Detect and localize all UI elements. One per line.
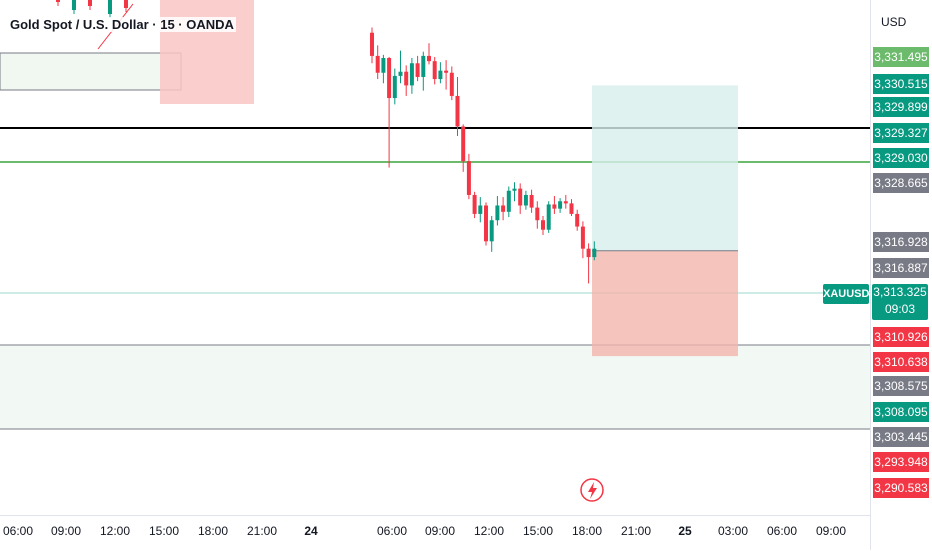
price-axis[interactable]: USD 3,331.495 3,330.515 3,329.899 3,329.327… [870, 0, 932, 550]
price-label: 3,316.928 [873, 232, 929, 252]
price-label: 3,330.515 [873, 74, 929, 94]
candle-body [563, 201, 568, 204]
candle-body [569, 203, 574, 214]
candle-body [438, 70, 443, 80]
time-label: 25 [678, 524, 692, 538]
candle-body [88, 0, 92, 6]
candle-body [586, 248, 591, 258]
candle-body [108, 0, 112, 14]
currency-label[interactable]: USD [881, 15, 907, 29]
candle-body [592, 248, 597, 258]
candle-body [415, 63, 420, 77]
price-label: 3,293.948 [873, 452, 929, 472]
candle-body [575, 213, 580, 227]
position-loss-area [592, 250, 738, 357]
candle-body [455, 95, 460, 127]
price-label: 3,310.926 [873, 327, 929, 347]
price-label: 3,308.095 [873, 402, 929, 422]
time-label: 09:00 [815, 524, 847, 538]
candle-body [370, 32, 374, 56]
candle-body [506, 190, 511, 212]
candle-body [541, 220, 545, 230]
time-label: 18:00 [197, 524, 229, 538]
candle-body [518, 188, 523, 206]
price-label: 3,310.638 [873, 352, 929, 372]
price-label: 3,308.575 [873, 376, 929, 396]
candle-body [529, 194, 534, 208]
candle-body [449, 72, 454, 96]
candle-body [489, 220, 494, 242]
price-label: 3,328.665 [873, 173, 929, 193]
time-label: 06:00 [376, 524, 408, 538]
time-label: 06:00 [2, 524, 34, 538]
candle-body [484, 205, 488, 242]
current-price-badge: 3,313.325 09:03 [872, 284, 928, 320]
candle-body [552, 204, 557, 209]
time-label: 06:00 [766, 524, 798, 538]
candle-body [512, 188, 517, 191]
candle-body [461, 126, 466, 162]
candle-body [56, 0, 60, 2]
top-left-zone [0, 52, 182, 91]
candle-body [124, 0, 128, 8]
candle-body [501, 205, 506, 212]
candle-body [523, 194, 528, 206]
candle-body [421, 55, 426, 77]
lightning-icon[interactable] [580, 478, 604, 502]
position-profit-area [592, 85, 738, 251]
price-label: 3,329.030 [873, 148, 929, 168]
candle-body [558, 201, 563, 209]
price-label: 3,316.887 [873, 258, 929, 278]
candle-body [546, 204, 551, 230]
candle-body [409, 63, 414, 86]
supply-zone [160, 0, 254, 104]
time-label: 09:00 [50, 524, 82, 538]
symbol-title: Gold Spot / U.S. Dollar · 15 · OANDA [8, 17, 236, 32]
candle-body [375, 55, 380, 73]
time-label: 21:00 [620, 524, 652, 538]
bar-countdown: 09:03 [884, 302, 916, 316]
time-label: 15:00 [522, 524, 554, 538]
time-label: 24 [304, 524, 318, 538]
candle-body [427, 55, 431, 62]
time-label: 12:00 [473, 524, 505, 538]
candle-body [444, 70, 449, 73]
time-label: 12:00 [99, 524, 131, 538]
candle-body [466, 161, 471, 195]
candle-body [398, 71, 403, 76]
symbol-price-tag: XAUUSD [823, 284, 869, 304]
candle-body [387, 58, 392, 99]
candle-body [404, 71, 409, 86]
candle-body [535, 207, 540, 221]
candle-body [472, 194, 477, 214]
time-label: 21:00 [246, 524, 278, 538]
candle-body [72, 0, 76, 10]
time-label: 15:00 [148, 524, 180, 538]
price-label: 3,331.495 [873, 47, 929, 67]
demand-zone [0, 345, 870, 429]
price-label: 3,329.899 [873, 97, 929, 117]
candle-body [392, 75, 397, 99]
price-label: 3,303.445 [873, 427, 929, 447]
time-label: 09:00 [424, 524, 456, 538]
price-label: 3,290.583 [873, 478, 929, 498]
current-price: 3,313.325 [873, 285, 927, 299]
candle-body [432, 61, 437, 80]
time-axis[interactable]: 06:00 09:00 12:00 15:00 18:00 21:00 24 06:00 09:… [0, 515, 870, 551]
time-label: 03:00 [717, 524, 749, 538]
candle-body [381, 58, 386, 73]
candle-body [495, 205, 500, 221]
price-label: 3,329.327 [873, 123, 929, 143]
candle-body [478, 205, 483, 214]
chart-canvas[interactable] [0, 0, 870, 515]
time-label: 18:00 [571, 524, 603, 538]
chart-pane[interactable]: Gold Spot / U.S. Dollar · 15 · OANDA XAU… [0, 0, 870, 515]
candle-body [580, 226, 585, 249]
